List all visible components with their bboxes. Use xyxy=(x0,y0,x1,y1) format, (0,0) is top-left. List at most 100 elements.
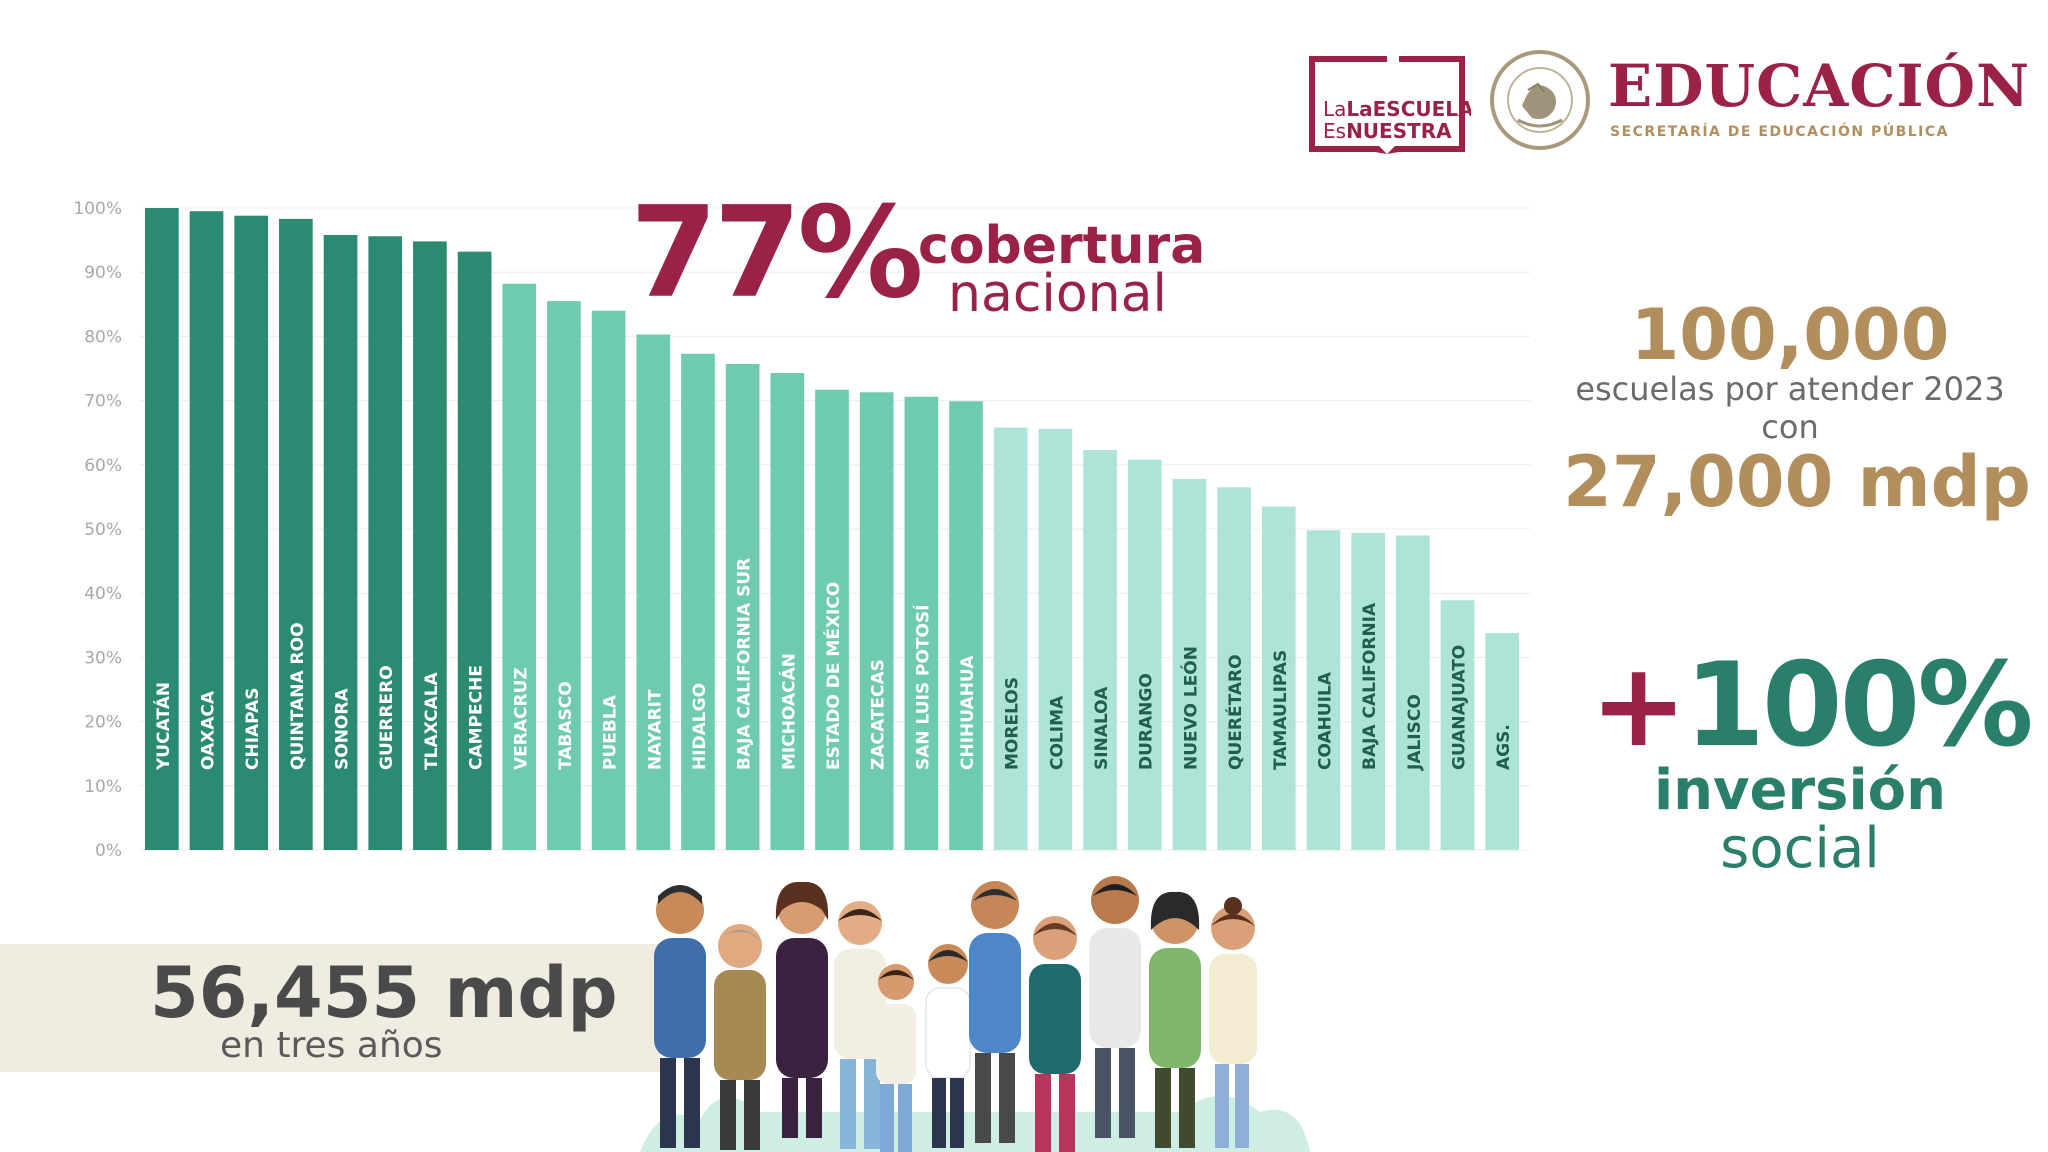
bar-category-label: BAJA CALIFORNIA xyxy=(1360,602,1380,770)
svg-text:LaLaESCUELA: LaLaESCUELA xyxy=(1323,97,1471,121)
families-illustration xyxy=(640,876,1310,1152)
national-coverage-percent: 77% xyxy=(630,179,924,326)
bar xyxy=(1351,532,1385,850)
bar xyxy=(725,364,760,850)
bar-labels: YUCATÁN OAXACA CHIAPAS QUINTANA ROO SONORA GU… xyxy=(152,558,1514,771)
footer-text: en tres años xyxy=(220,1025,443,1066)
bar xyxy=(1485,633,1519,850)
bar xyxy=(1261,506,1296,850)
y-axis-ticks: 0% 10% 20% 30% 40% 50% 60% 70% 80% 90% 100% xyxy=(73,199,122,861)
bar xyxy=(636,334,671,850)
bar xyxy=(323,234,358,851)
y-tick-label: 0% xyxy=(95,841,122,861)
bar xyxy=(815,389,849,850)
footer-amount: 56,455 mdp xyxy=(150,952,618,1034)
investment-label-line1: inversión xyxy=(1653,758,1947,823)
y-tick-label: 100% xyxy=(73,199,122,219)
bar-category-label: MICHOACÁN xyxy=(777,653,799,770)
bar xyxy=(457,251,492,850)
bar-category-label: YUCATÁN xyxy=(152,682,174,771)
bar-category-label: COLIMA xyxy=(1047,695,1067,770)
bar xyxy=(1217,487,1251,850)
y-tick-label: 80% xyxy=(84,327,122,347)
schools-count: 100,000 xyxy=(1630,294,1950,376)
y-tick-label: 10% xyxy=(84,777,122,797)
secretaria-title: EDUCACIÓN xyxy=(1608,52,2031,120)
bar-category-label: HIDALGO xyxy=(690,683,710,770)
bar xyxy=(1306,530,1341,850)
bar xyxy=(1172,478,1207,850)
bar-category-label: QUERÉTARO xyxy=(1224,654,1246,770)
schools-connector: con xyxy=(1761,408,1819,447)
bar-category-label: MORELOS xyxy=(1003,677,1023,770)
bar xyxy=(770,372,805,850)
schools-amount: 27,000 mdp xyxy=(1563,440,2031,523)
bar xyxy=(1127,459,1162,850)
bar-category-label: CAMPECHE xyxy=(467,665,487,770)
bar-category-label: TABASCO xyxy=(556,681,576,770)
bar-category-label: GUERRERO xyxy=(377,665,397,770)
bar xyxy=(1083,450,1117,850)
bar xyxy=(993,427,1028,850)
bar xyxy=(591,310,626,851)
bar-category-label: ESTADO DE MÉXICO xyxy=(822,582,844,770)
investment-percent: 100% xyxy=(1684,638,2033,773)
bar-category-label: COAHUILA xyxy=(1315,671,1335,770)
bar-category-label: CHIAPAS xyxy=(243,688,263,771)
bar xyxy=(279,218,313,850)
bar xyxy=(368,236,403,851)
bar-category-label: AGS. xyxy=(1494,724,1514,770)
la-escuela-es-nuestra-logo: LaLaESCUELA EsNUESTRA xyxy=(1309,56,1471,154)
secretaria-subtitle: SECRETARÍA DE EDUCACIÓN PÚBLICA xyxy=(1610,124,1949,140)
bar xyxy=(859,392,894,850)
bar-category-label: SINALOA xyxy=(1092,686,1112,770)
coverage-label-line2: nacional xyxy=(948,264,1167,324)
bar-category-label: TAMAULIPAS xyxy=(1271,650,1291,770)
bar-category-label: OAXACA xyxy=(199,690,219,770)
chart-bars xyxy=(145,208,1519,851)
bar-category-label: NUEVO LEÓN xyxy=(1179,646,1201,770)
bar-category-label: SONORA xyxy=(333,688,353,770)
schools-block: 100,000 escuelas por atender 2023 con 27… xyxy=(1540,300,2040,517)
bar-category-label: JALISCO xyxy=(1405,694,1425,771)
bar-category-label: DURANGO xyxy=(1137,673,1157,770)
bar-category-label: GUANAJUATO xyxy=(1449,645,1469,770)
bar-category-label: SAN LUIS POTOSÍ xyxy=(911,604,933,770)
mexico-national-seal-icon xyxy=(1490,50,1590,150)
bar xyxy=(502,283,537,851)
bar-category-label: PUEBLA xyxy=(601,694,621,770)
bar xyxy=(1440,600,1475,850)
bar-category-label: CHIHUAHUA xyxy=(958,655,978,770)
bar xyxy=(681,353,715,850)
y-tick-label: 50% xyxy=(84,520,122,540)
investment-plus: + xyxy=(1590,638,1687,773)
person-figures xyxy=(654,876,1257,1152)
coverage-label-line1: cobertura xyxy=(918,216,1206,276)
bar-category-label: NAYARIT xyxy=(645,689,665,770)
bar-category-label: QUINTANA ROO xyxy=(288,622,308,770)
bar-category-label: ZACATECAS xyxy=(869,659,889,770)
bar xyxy=(904,396,939,850)
y-tick-label: 90% xyxy=(84,263,122,283)
bar xyxy=(1038,428,1073,850)
svg-text:EsNUESTRA: EsNUESTRA xyxy=(1323,119,1452,143)
y-tick-label: 30% xyxy=(84,648,122,668)
y-tick-label: 70% xyxy=(84,392,122,412)
bar xyxy=(949,401,983,850)
bar-category-label: BAJA CALIFORNIA SUR xyxy=(735,558,755,770)
bar xyxy=(189,211,224,850)
footer-band xyxy=(0,944,660,1072)
bar-category-label: VERACRUZ xyxy=(511,667,531,770)
schools-text: escuelas por atender 2023 xyxy=(1575,370,2005,408)
y-tick-label: 20% xyxy=(84,713,122,733)
y-tick-label: 60% xyxy=(84,456,122,476)
investment-block: +100% inversión social xyxy=(1590,648,2034,877)
bar xyxy=(234,215,269,851)
bar xyxy=(413,241,447,850)
bar xyxy=(145,208,179,850)
bar xyxy=(1395,535,1430,850)
bar-category-label: TLAXCALA xyxy=(422,671,442,770)
bar xyxy=(547,301,581,851)
y-tick-label: 40% xyxy=(84,584,122,604)
